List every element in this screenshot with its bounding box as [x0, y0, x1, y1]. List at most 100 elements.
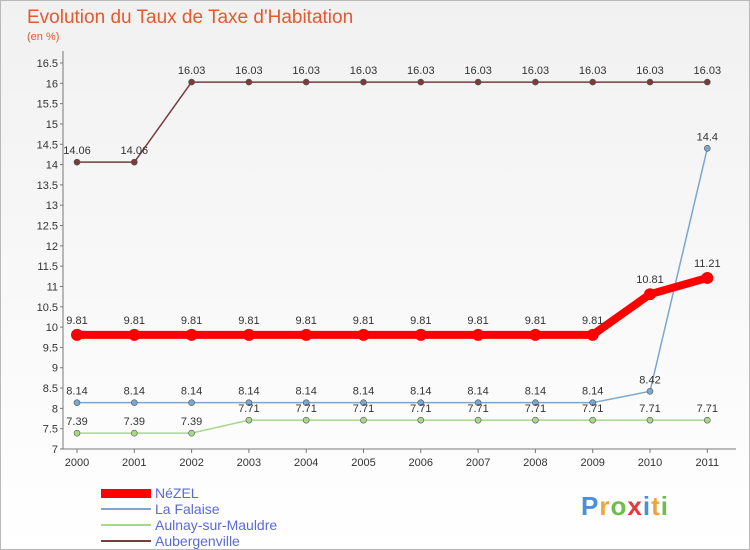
logo-letter: x: [627, 491, 643, 521]
data-label: 7.71: [467, 403, 488, 415]
data-point: [701, 271, 714, 284]
data-label: 14.4: [697, 131, 718, 143]
legend-swatch: [101, 540, 151, 542]
data-point: [532, 399, 539, 406]
y-tick-label: 16: [46, 78, 58, 90]
data-point: [302, 78, 310, 86]
y-tick-label: 15: [46, 119, 58, 131]
legend-swatch: [101, 524, 151, 526]
data-label: 7.71: [697, 403, 718, 415]
data-point: [417, 78, 425, 86]
legend-item: Aulnay-sur-Mauldre: [101, 517, 277, 533]
data-label: 9.81: [525, 315, 546, 327]
data-point: [73, 158, 81, 166]
data-point: [586, 328, 599, 341]
data-label: 7.71: [410, 403, 431, 415]
logo-letter: o: [610, 491, 628, 521]
legend: NéZEL La Falaise Aulnay-sur-Mauldre Aube…: [101, 485, 277, 549]
y-tick-label: 14: [46, 160, 58, 172]
data-label: 9.81: [238, 315, 259, 327]
legend-item: La Falaise: [101, 501, 277, 517]
data-point: [128, 328, 141, 341]
data-label: 8.42: [639, 374, 660, 386]
data-label: 7.39: [66, 416, 87, 428]
data-point: [644, 288, 656, 301]
data-point: [71, 328, 83, 341]
logo-letter: i: [642, 491, 652, 521]
data-point: [188, 78, 195, 86]
x-tick-label: 2006: [409, 457, 433, 469]
data-point: [245, 399, 253, 406]
legend-label: Aulnay-sur-Mauldre: [155, 517, 278, 533]
x-tick-label: 2001: [122, 457, 146, 469]
data-point: [131, 158, 138, 166]
data-label: 16.03: [636, 65, 664, 77]
data-point: [703, 145, 711, 152]
proxiti-logo: Proxiti: [581, 491, 669, 522]
data-point: [188, 399, 195, 406]
data-label: 9.81: [124, 315, 145, 327]
data-label: 10.81: [636, 274, 664, 286]
data-point: [589, 416, 597, 424]
legend-label: La Falaise: [155, 501, 220, 517]
x-tick-label: 2004: [294, 457, 318, 469]
y-tick-label: 12.5: [37, 221, 58, 233]
data-label: 14.06: [121, 145, 149, 157]
data-point: [131, 429, 138, 437]
data-label: 14.06: [63, 145, 91, 157]
data-label: 7.71: [582, 403, 603, 415]
chart-title: Evolution du Taux de Taxe d'Habitation: [27, 7, 354, 28]
legend-label: NéZEL: [155, 485, 199, 501]
data-point: [529, 328, 542, 341]
logo-letter: i: [660, 491, 669, 521]
data-point: [646, 416, 654, 424]
y-tick-label: 11.5: [37, 261, 58, 273]
y-tick-label: 7: [52, 444, 58, 456]
data-point: [589, 78, 597, 86]
data-label: 9.81: [410, 315, 431, 327]
x-tick-label: 2007: [466, 457, 490, 469]
data-point: [472, 328, 485, 341]
data-point: [242, 328, 255, 341]
data-label: 9.81: [353, 315, 374, 327]
data-label: 8.14: [124, 386, 145, 398]
data-point: [188, 429, 195, 437]
data-point: [360, 78, 367, 86]
data-label: 8.14: [295, 386, 316, 398]
data-label: 7.71: [295, 403, 316, 415]
y-tick-label: 16.5: [37, 58, 58, 70]
y-tick-label: 10: [46, 322, 58, 334]
y-tick-label: 12: [46, 241, 58, 253]
data-label: 7.39: [181, 416, 202, 428]
data-label: 9.81: [295, 315, 316, 327]
data-point: [131, 399, 138, 406]
chart-subtitle: (en %): [27, 31, 60, 43]
data-label: 7.39: [124, 416, 145, 428]
data-point: [302, 416, 310, 424]
data-point: [245, 416, 253, 424]
data-label: 8.14: [582, 386, 603, 398]
data-point: [646, 78, 654, 86]
data-label: 16.03: [579, 65, 607, 77]
x-tick-label: 2005: [351, 457, 375, 469]
y-tick-label: 15.5: [37, 99, 58, 111]
data-label: 16.03: [522, 65, 550, 77]
data-point: [646, 388, 654, 395]
data-point: [302, 399, 310, 406]
data-label: 8.14: [410, 386, 431, 398]
x-tick-label: 2010: [638, 457, 662, 469]
y-tick-label: 9.5: [43, 342, 58, 354]
data-point: [360, 416, 367, 424]
data-point: [417, 416, 425, 424]
series-line: [77, 419, 708, 434]
data-point: [360, 399, 367, 406]
data-point: [357, 328, 370, 341]
data-label: 8.14: [66, 386, 87, 398]
data-point: [589, 399, 597, 406]
data-label: 7.71: [353, 403, 374, 415]
data-label: 16.03: [464, 65, 492, 77]
data-label: 8.14: [238, 386, 259, 398]
data-point: [414, 328, 427, 341]
data-point: [474, 78, 482, 86]
